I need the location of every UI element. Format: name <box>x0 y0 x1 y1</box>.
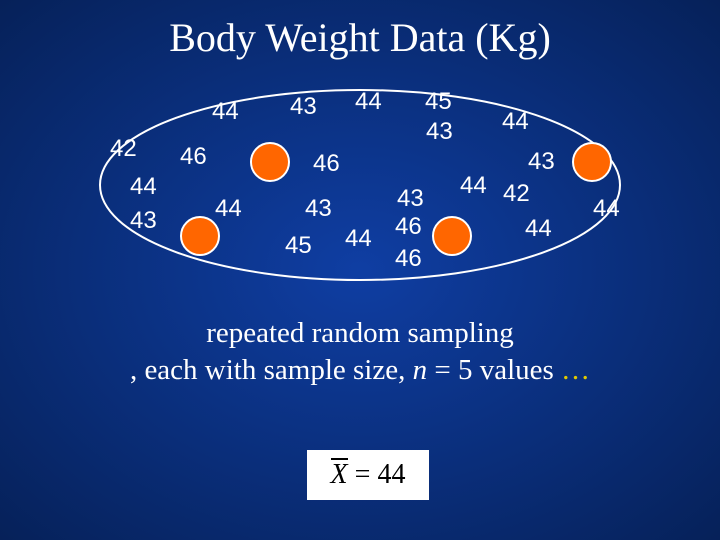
data-value: 43 <box>305 195 332 223</box>
caption-segment: n <box>413 354 428 386</box>
sample-marker <box>180 216 220 256</box>
sample-marker <box>572 142 612 182</box>
data-value: 44 <box>525 215 552 243</box>
data-value: 44 <box>355 88 382 116</box>
caption-segment: = 5 values <box>427 354 561 386</box>
data-value: 43 <box>426 118 453 146</box>
data-value: 46 <box>313 150 340 178</box>
data-value: 42 <box>503 180 530 208</box>
data-value: 46 <box>395 213 422 241</box>
caption-text: repeated random sampling , each with samp… <box>0 315 720 389</box>
data-value: 44 <box>212 98 239 126</box>
data-value: 44 <box>460 172 487 200</box>
sample-marker <box>250 142 290 182</box>
caption-segment: … <box>561 354 590 386</box>
data-value: 46 <box>180 143 207 171</box>
data-value: 44 <box>345 225 372 253</box>
data-value: 43 <box>528 148 555 176</box>
x-bar-symbol: X <box>331 458 348 487</box>
mean-value: 44 <box>377 459 405 490</box>
caption-segment: repeated random sampling <box>206 317 514 349</box>
data-value: 43 <box>397 185 424 213</box>
data-value: 44 <box>130 173 157 201</box>
caption-segment: , each with sample size, <box>130 354 413 386</box>
data-value: 44 <box>215 195 242 223</box>
data-value: 45 <box>285 232 312 260</box>
data-value: 44 <box>593 195 620 223</box>
data-value: 46 <box>395 245 422 273</box>
data-value: 43 <box>130 207 157 235</box>
data-value: 44 <box>502 108 529 136</box>
data-value: 45 <box>425 88 452 116</box>
equals-sign: = <box>348 459 378 490</box>
data-value: 43 <box>290 93 317 121</box>
slide-title: Body Weight Data (Kg) <box>0 14 720 61</box>
sample-marker <box>432 216 472 256</box>
mean-equation: X = 44 <box>307 450 429 500</box>
data-value: 42 <box>110 135 137 163</box>
